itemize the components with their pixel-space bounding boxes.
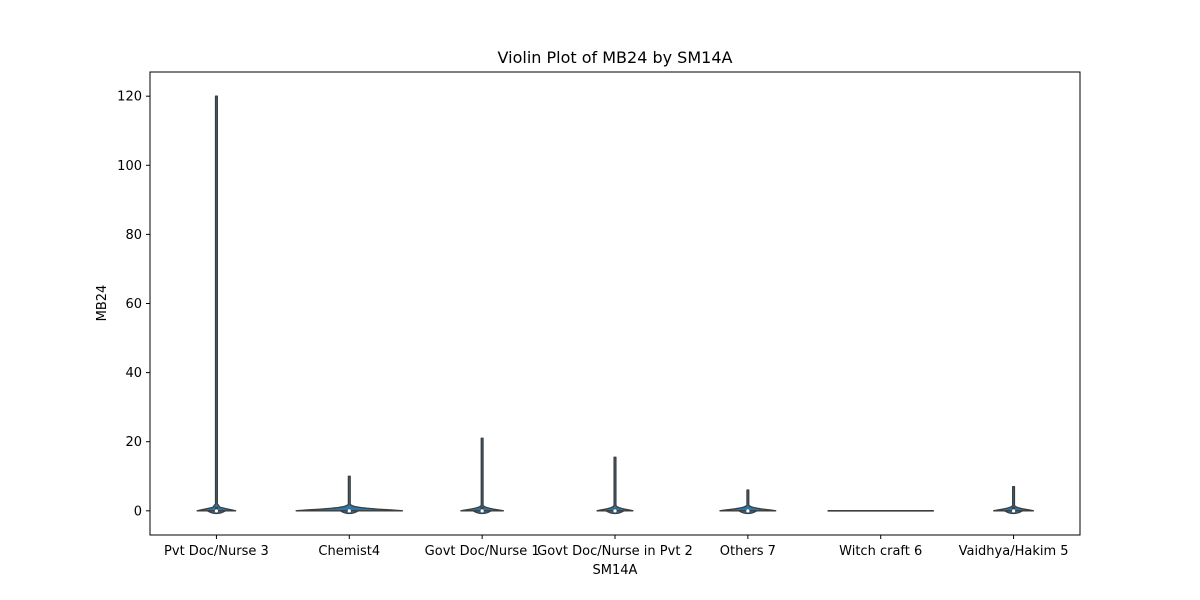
x-axis: Pvt Doc/Nurse 3 Chemist4 Govt Doc/Nurse 1G…	[164, 535, 1069, 559]
y-tick-label: 20	[125, 435, 142, 450]
x-axis-title: SM14A	[593, 563, 638, 578]
violin-body	[719, 489, 777, 512]
y-axis: 0 20 40 60 80 100 120	[117, 90, 150, 519]
violin-body	[596, 456, 634, 512]
y-tick-label: 80	[125, 228, 142, 243]
x-tick-label: Vaidhya/Hakim 5	[959, 544, 1069, 559]
y-tick-label: 40	[125, 366, 142, 381]
x-tick-label: Others 7	[720, 544, 776, 559]
y-tick-label: 120	[117, 90, 142, 105]
x-tick-label: Govt Doc/Nurse 1	[425, 544, 540, 559]
x-tick-label: Govt Doc/Nurse in Pvt 2	[537, 544, 693, 559]
violin-median	[613, 509, 617, 513]
violin-body	[196, 95, 237, 512]
violin-body	[992, 485, 1035, 512]
violin-median	[1011, 509, 1016, 513]
x-tick-label: Witch craft 6	[839, 544, 922, 559]
y-tick-label: 60	[125, 297, 142, 312]
x-tick-label: Chemist4	[318, 544, 380, 559]
chart-title: Violin Plot of MB24 by SM14A	[498, 48, 733, 67]
violin-body	[460, 437, 505, 512]
violin-body	[295, 475, 404, 512]
y-axis-title: MB24	[95, 285, 110, 322]
plot-frame	[149, 71, 1081, 536]
violin-median	[746, 509, 750, 513]
violin-median	[214, 509, 219, 513]
x-tick-label: Pvt Doc/Nurse 3	[164, 544, 269, 559]
violin-median	[347, 509, 351, 513]
y-tick-label: 0	[134, 504, 142, 519]
y-tick-label: 100	[117, 159, 142, 174]
violin-median	[480, 509, 484, 513]
violin-layer	[196, 95, 1035, 515]
